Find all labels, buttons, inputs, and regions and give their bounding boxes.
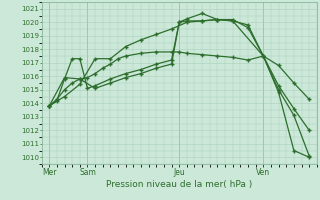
X-axis label: Pression niveau de la mer( hPa ): Pression niveau de la mer( hPa )	[106, 180, 252, 189]
